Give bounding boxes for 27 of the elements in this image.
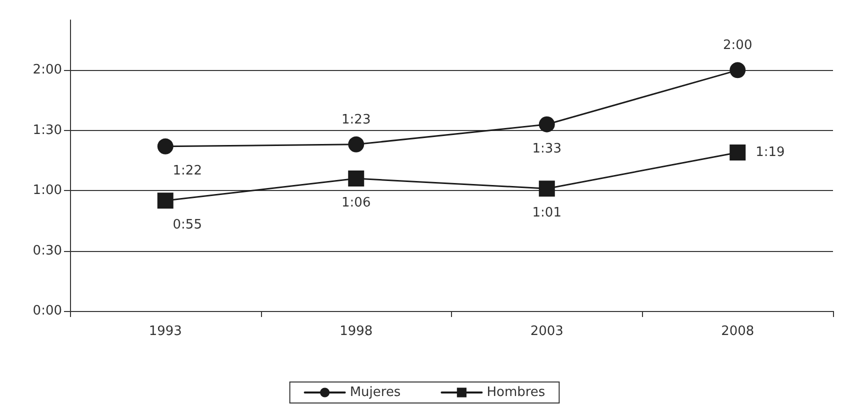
point — [157, 192, 174, 209]
point — [538, 180, 555, 197]
y-tick-label: 1:00 — [32, 183, 62, 198]
data-label: 1:33 — [532, 141, 562, 156]
point — [538, 116, 555, 132]
y-tick-label: 0:00 — [32, 304, 62, 318]
legend-label: Hombres — [486, 385, 546, 400]
point — [157, 138, 174, 154]
data-label: 0:55 — [172, 218, 202, 233]
legend-label: Mujeres — [350, 385, 401, 400]
point — [348, 170, 364, 187]
y-tick-label: 0:30 — [32, 243, 62, 258]
data-label: 1:19 — [756, 144, 785, 160]
point — [730, 144, 746, 160]
x-tick-label: 2003 — [530, 324, 564, 339]
data-label: 2:00 — [723, 38, 752, 54]
point — [730, 62, 746, 78]
data-label: 1:01 — [532, 206, 562, 221]
y-tick-label: 1:30 — [32, 122, 62, 138]
x-tick-label: 1998 — [340, 324, 373, 339]
data-label: 1:06 — [342, 196, 371, 211]
x-tick-label: 2008 — [721, 324, 754, 339]
data-label: 1:23 — [342, 112, 371, 128]
y-tick-label: 2:00 — [32, 62, 62, 78]
data-label: 1:22 — [172, 163, 202, 178]
x-tick-label: 1993 — [148, 324, 182, 339]
point — [348, 136, 364, 152]
